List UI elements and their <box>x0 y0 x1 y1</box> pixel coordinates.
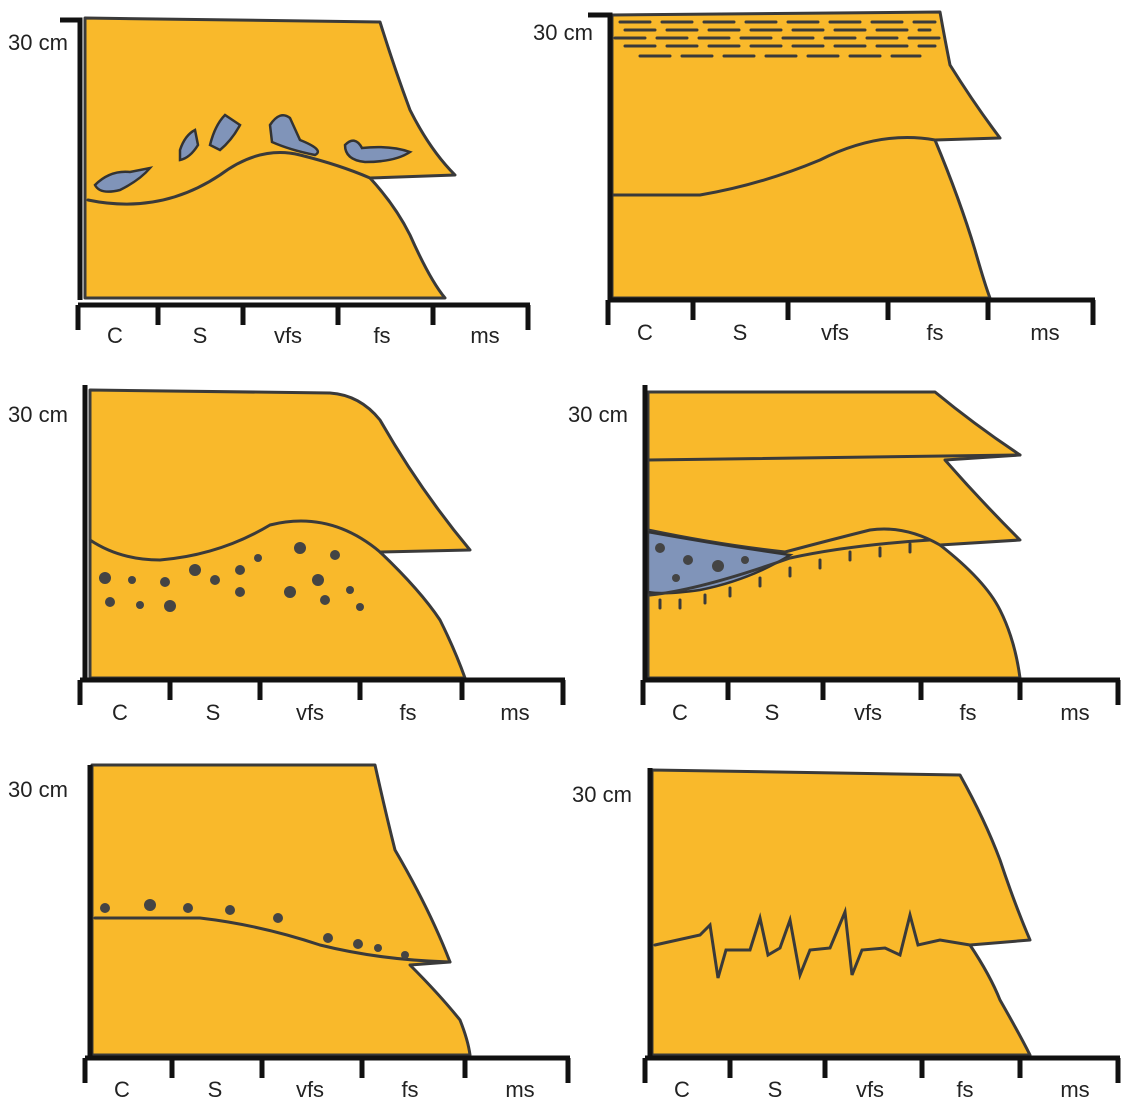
grain-size-label: vfs <box>821 320 849 345</box>
grain-size-label: S <box>765 700 780 725</box>
grain-size-label: C <box>674 1077 690 1102</box>
grain-size-label: fs <box>926 320 943 345</box>
grain-size-label: ms <box>1060 700 1089 725</box>
grain-size-label: vfs <box>856 1077 884 1102</box>
grain-size-label: vfs <box>854 700 882 725</box>
grain-size-label: S <box>206 700 221 725</box>
log-panel <box>588 10 1096 325</box>
grain-size-label: vfs <box>296 700 324 725</box>
grain-size-label: S <box>768 1077 783 1102</box>
scale-label: 30 cm <box>568 402 628 427</box>
grain-size-label: S <box>193 323 208 348</box>
grain-size-label: ms <box>505 1077 534 1102</box>
log-panel <box>60 16 531 330</box>
grain-size-label: S <box>733 320 748 345</box>
scale-label: 30 cm <box>572 782 632 807</box>
grain-size-label: C <box>107 323 123 348</box>
log-panel <box>640 385 1121 705</box>
scale-label: 30 cm <box>8 777 68 802</box>
log-panel <box>642 768 1121 1083</box>
scale-label: 30 cm <box>533 20 593 45</box>
grain-size-label: C <box>637 320 653 345</box>
grain-size-label: fs <box>959 700 976 725</box>
log-panel <box>82 763 571 1083</box>
grain-size-label: vfs <box>274 323 302 348</box>
grain-size-label: vfs <box>296 1077 324 1102</box>
grain-size-label: fs <box>956 1077 973 1102</box>
grain-size-label: C <box>114 1077 130 1102</box>
scale-label: 30 cm <box>8 30 68 55</box>
grain-size-label: S <box>208 1077 223 1102</box>
grain-size-label: fs <box>401 1077 418 1102</box>
grain-size-label: fs <box>373 323 390 348</box>
grain-size-label: ms <box>470 323 499 348</box>
grain-size-label: fs <box>399 700 416 725</box>
grain-size-label: ms <box>500 700 529 725</box>
scale-label: 30 cm <box>8 402 68 427</box>
grain-size-label: ms <box>1060 1077 1089 1102</box>
grain-size-label: C <box>672 700 688 725</box>
grain-size-label: ms <box>1030 320 1059 345</box>
log-panel <box>77 385 566 705</box>
grain-size-label: C <box>112 700 128 725</box>
